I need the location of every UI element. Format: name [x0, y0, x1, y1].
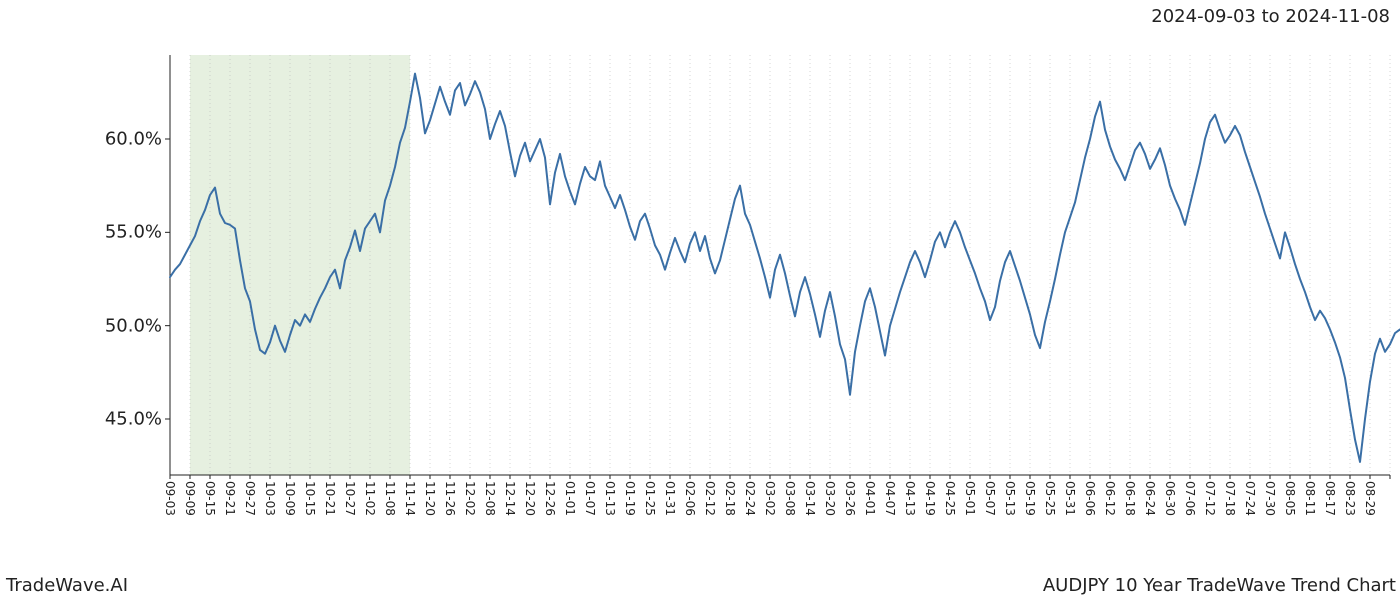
- xtick-label: 01-13: [603, 481, 617, 516]
- xtick-label: 12-02: [463, 481, 477, 516]
- xtick-label: 07-30: [1263, 481, 1277, 516]
- xtick-label: 03-02: [763, 481, 777, 516]
- xtick-label: 10-21: [323, 481, 337, 516]
- xtick-label: 01-19: [623, 481, 637, 516]
- xtick-label: 04-07: [883, 481, 897, 516]
- xtick-label: 05-13: [1003, 481, 1017, 516]
- footer-brand: TradeWave.AI: [6, 575, 128, 596]
- xtick-label: 11-02: [363, 481, 377, 516]
- xtick-label: 12-14: [503, 481, 517, 516]
- xtick-label: 11-20: [423, 481, 437, 516]
- xtick-label: 11-14: [403, 481, 417, 516]
- xtick-label: 08-23: [1343, 481, 1357, 516]
- xtick-label: 02-12: [703, 481, 717, 516]
- xtick-label: 09-21: [223, 481, 237, 516]
- xtick-label: 10-15: [303, 481, 317, 516]
- chart-svg: [170, 55, 1390, 475]
- xtick-label: 10-27: [343, 481, 357, 516]
- xtick-label: 03-14: [803, 481, 817, 516]
- xtick-label: 06-12: [1103, 481, 1117, 516]
- ytick-label: 60.0%: [105, 129, 162, 150]
- xtick-label: 07-06: [1183, 481, 1197, 516]
- xtick-label: 05-01: [963, 481, 977, 516]
- xtick-label: 05-25: [1043, 481, 1057, 516]
- xtick-label: 03-26: [843, 481, 857, 516]
- xtick-label: 01-01: [563, 481, 577, 516]
- plot-area: 09-0309-0909-1509-2109-2710-0310-0910-15…: [170, 55, 1390, 475]
- xtick-label: 10-03: [263, 481, 277, 516]
- xtick-label: 02-24: [743, 481, 757, 516]
- xtick-label: 08-05: [1283, 481, 1297, 516]
- chart-container: 2024-09-03 to 2024-11-08 09-0309-0909-15…: [0, 0, 1400, 600]
- xtick-label: 05-19: [1023, 481, 1037, 516]
- footer-title: AUDJPY 10 Year TradeWave Trend Chart: [1043, 575, 1396, 596]
- xtick-label: 02-18: [723, 481, 737, 516]
- xtick-label: 03-08: [783, 481, 797, 516]
- xtick-label: 12-20: [523, 481, 537, 516]
- xtick-label: 07-18: [1223, 481, 1237, 516]
- xtick-label: 10-09: [283, 481, 297, 516]
- xtick-label: 09-27: [243, 481, 257, 516]
- xtick-label: 12-26: [543, 481, 557, 516]
- xtick-label: 01-31: [663, 481, 677, 516]
- xtick-label: 01-07: [583, 481, 597, 516]
- xtick-label: 04-13: [903, 481, 917, 516]
- ytick-label: 45.0%: [105, 409, 162, 430]
- xtick-label: 05-31: [1063, 481, 1077, 516]
- xtick-label: 01-25: [643, 481, 657, 516]
- xtick-label: 04-01: [863, 481, 877, 516]
- xtick-label: 03-20: [823, 481, 837, 516]
- xtick-label: 11-26: [443, 481, 457, 516]
- ytick-label: 50.0%: [105, 315, 162, 336]
- xtick-label: 07-12: [1203, 481, 1217, 516]
- xtick-label: 12-08: [483, 481, 497, 516]
- xtick-label: 09-15: [203, 481, 217, 516]
- xtick-label: 06-30: [1163, 481, 1177, 516]
- xtick-label: 09-03: [163, 481, 177, 516]
- highlight-band: [190, 55, 410, 475]
- xtick-label: 08-11: [1303, 481, 1317, 516]
- xtick-label: 02-06: [683, 481, 697, 516]
- xtick-label: 08-29: [1363, 481, 1377, 516]
- date-range-label: 2024-09-03 to 2024-11-08: [1151, 6, 1390, 27]
- ytick-label: 55.0%: [105, 222, 162, 243]
- xtick-label: 05-07: [983, 481, 997, 516]
- xtick-label: 07-24: [1243, 481, 1257, 516]
- xtick-label: 04-25: [943, 481, 957, 516]
- xtick-label: 06-24: [1143, 481, 1157, 516]
- xtick-label: 06-18: [1123, 481, 1137, 516]
- xtick-label: 11-08: [383, 481, 397, 516]
- xtick-label: 08-17: [1323, 481, 1337, 516]
- xtick-label: 06-06: [1083, 481, 1097, 516]
- xtick-label: 09-09: [183, 481, 197, 516]
- xtick-label: 04-19: [923, 481, 937, 516]
